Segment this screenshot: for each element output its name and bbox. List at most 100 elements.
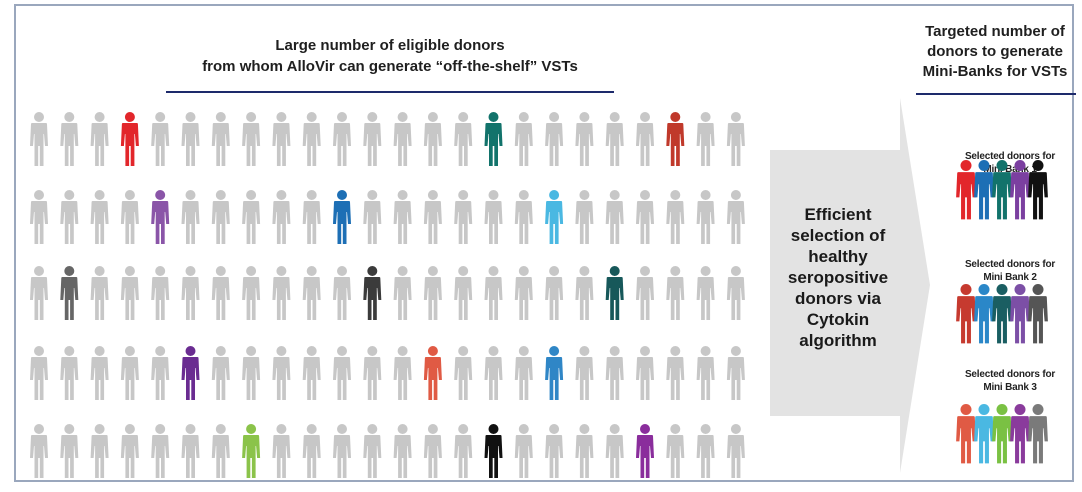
mini-bank-1-label-line2: Mini Bank 1 xyxy=(983,164,1037,175)
mini-bank-3-label: Selected donors for Mini Bank 3 xyxy=(945,368,1075,394)
donor-figure xyxy=(30,266,48,320)
donor-figure xyxy=(211,190,230,244)
donor-figure xyxy=(666,346,685,400)
donor-figure xyxy=(454,112,473,166)
donor-figure xyxy=(90,346,109,400)
donor-figure xyxy=(393,190,412,244)
donor-figure xyxy=(90,266,109,320)
donor-figure xyxy=(272,112,291,166)
donor-figure xyxy=(666,190,685,244)
donor-figure xyxy=(60,424,79,478)
donor-figure xyxy=(575,346,594,400)
bank-donor-figure xyxy=(956,284,976,344)
process-line-1: Efficient xyxy=(804,205,872,224)
selected-donor-figure xyxy=(484,112,503,166)
donor-figure xyxy=(696,346,715,400)
bank-donor-figure xyxy=(992,284,1012,344)
donor-figure xyxy=(545,424,564,478)
donor-figure xyxy=(605,190,624,244)
process-line-6: Cytokin xyxy=(806,310,870,329)
donor-figure xyxy=(726,190,745,244)
donor-figure xyxy=(636,346,654,400)
selected-donor-figure xyxy=(666,112,685,166)
donor-figure xyxy=(514,266,533,320)
donor-figure xyxy=(211,266,230,320)
donor-figure xyxy=(120,346,139,400)
donor-figure xyxy=(272,346,291,400)
selected-donor-figure xyxy=(242,424,261,478)
selection-arrow-shape xyxy=(770,98,930,473)
donor-figure xyxy=(242,112,261,166)
selected-donor-figure xyxy=(151,190,170,244)
donor-figure xyxy=(666,424,685,478)
donor-figure xyxy=(575,266,594,320)
donor-figure xyxy=(302,112,321,166)
donor-figure xyxy=(726,346,745,400)
selected-donor-figure xyxy=(363,266,382,320)
donor-figure xyxy=(30,424,48,478)
donor-figure xyxy=(151,346,170,400)
mini-bank-3-donors xyxy=(956,404,1048,464)
selected-donor-figure xyxy=(545,346,564,400)
donor-pool-title-line1: Large number of eligible donors xyxy=(275,37,505,54)
donor-figure xyxy=(272,266,291,320)
process-line-4: seropositive xyxy=(787,268,889,287)
mini-bank-2-label-line2: Mini Bank 2 xyxy=(983,272,1037,283)
donor-figure xyxy=(333,112,351,166)
selected-donor-figure xyxy=(605,266,624,320)
selected-donor-figure xyxy=(60,266,79,320)
mini-bank-title-line1: Targeted number of xyxy=(925,23,1065,40)
donor-figure xyxy=(484,346,503,400)
donor-figure xyxy=(120,424,139,478)
donor-figure xyxy=(454,190,473,244)
donor-figure xyxy=(393,112,412,166)
donor-figure xyxy=(242,346,261,400)
donor-figure xyxy=(90,112,109,166)
donor-figure xyxy=(696,266,715,320)
bank-donor-figure xyxy=(974,284,994,344)
donor-figure xyxy=(272,190,291,244)
bank-donor-figure xyxy=(956,160,976,220)
donor-pool-title: Large number of eligible donors from who… xyxy=(150,35,630,77)
selected-donor-figure xyxy=(545,190,564,244)
donor-figure xyxy=(60,346,79,400)
donor-figure xyxy=(726,424,745,478)
mini-bank-3-label-line2: Mini Bank 3 xyxy=(983,382,1037,393)
donor-figure xyxy=(514,346,533,400)
donor-figure xyxy=(30,190,48,244)
donor-figure xyxy=(363,112,382,166)
donor-pool-title-line2: from whom AlloVir can generate “off-the-… xyxy=(202,58,578,75)
selected-donor-figure xyxy=(423,346,442,400)
bank-donor-figure xyxy=(992,160,1012,220)
donor-figure xyxy=(393,424,412,478)
donor-figure xyxy=(696,190,715,244)
donor-figure xyxy=(636,190,654,244)
mini-bank-2-label-line1: Selected donors for xyxy=(964,259,1056,270)
bank-donor-figure xyxy=(956,404,976,464)
donor-figure xyxy=(423,266,442,320)
donor-figure xyxy=(363,346,382,400)
bank-donor-figure xyxy=(1028,404,1048,464)
mini-bank-underline xyxy=(916,93,1076,95)
mini-bank-title: Targeted number of donors to generate Mi… xyxy=(910,22,1080,82)
donor-figure xyxy=(242,190,261,244)
donor-figure xyxy=(514,112,533,166)
donor-figure xyxy=(333,424,351,478)
donor-figure xyxy=(575,112,594,166)
donor-figure xyxy=(696,424,715,478)
donor-figure xyxy=(454,346,473,400)
donor-figure xyxy=(90,190,109,244)
donor-figure xyxy=(302,346,321,400)
donor-figure xyxy=(181,424,200,478)
selected-donor-figure xyxy=(484,424,503,478)
selected-donor-figure xyxy=(333,190,351,244)
bank-donor-figure xyxy=(974,160,994,220)
donor-figure xyxy=(363,190,382,244)
donor-figure xyxy=(454,424,473,478)
donor-figure xyxy=(423,190,442,244)
donor-figure xyxy=(60,112,79,166)
donor-figure xyxy=(30,112,48,166)
donor-figure xyxy=(211,112,230,166)
donor-figure xyxy=(211,346,230,400)
process-line-3: healthy xyxy=(808,247,868,266)
